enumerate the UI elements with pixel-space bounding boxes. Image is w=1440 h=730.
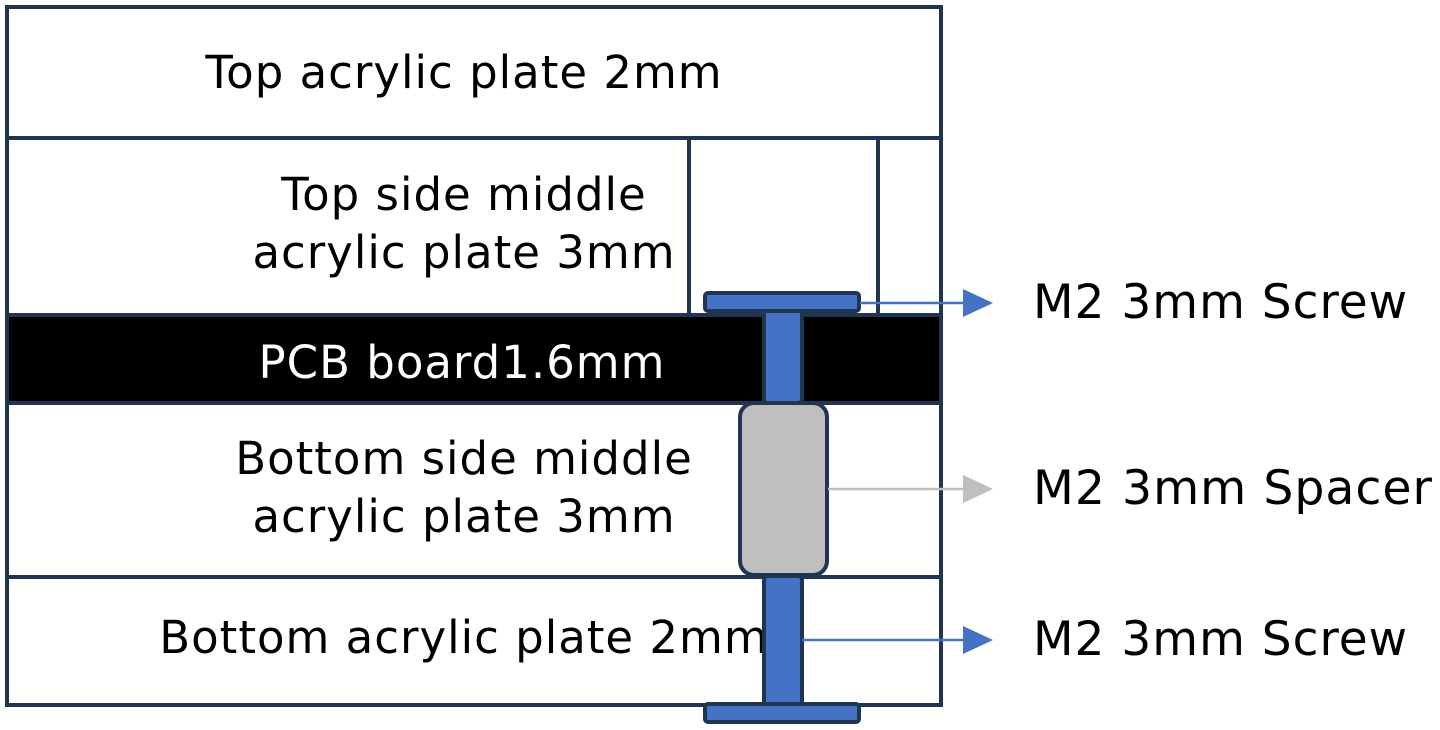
- top-middle-plate-label-line2: acrylic plate 3mm: [252, 226, 675, 279]
- bottom-screw-head: [703, 702, 861, 724]
- top-middle-plate-label-line1: Top side middle: [280, 168, 646, 221]
- top-acrylic-plate: [5, 5, 943, 140]
- spacer-callout: M2 3mm Spacer: [1033, 461, 1433, 516]
- bottom-middle-plate-label-line2: acrylic plate 3mm: [252, 490, 675, 543]
- bottom-screw-shaft: [762, 574, 804, 710]
- bottom-middle-plate-label-line1: Bottom side middle: [235, 432, 693, 485]
- top-acrylic-plate-label: Top acrylic plate 2mm: [204, 46, 722, 99]
- top-screw-head: [703, 291, 861, 313]
- bottom-acrylic-plate-label: Bottom acrylic plate 2mm: [159, 611, 768, 664]
- top-screw-shaft: [762, 301, 804, 405]
- bottom-screw-callout: M2 3mm Screw: [1033, 612, 1408, 667]
- pcb-board-label: PCB board1.6mm: [259, 336, 666, 389]
- top-middle-plate: [5, 136, 943, 317]
- top-screw-callout: M2 3mm Screw: [1033, 275, 1408, 330]
- top-screw-arrow-head: [963, 289, 993, 317]
- bottom-screw-arrow-head: [963, 626, 993, 654]
- spacer-arrow-head: [963, 475, 993, 503]
- spacer: [738, 401, 829, 577]
